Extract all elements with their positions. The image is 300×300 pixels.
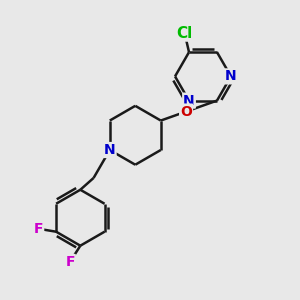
Text: N: N (183, 94, 195, 108)
Text: N: N (225, 69, 237, 83)
Text: Cl: Cl (176, 26, 193, 40)
Text: F: F (65, 255, 75, 269)
Text: N: N (104, 143, 116, 157)
Text: O: O (180, 105, 192, 118)
Text: F: F (34, 222, 43, 236)
